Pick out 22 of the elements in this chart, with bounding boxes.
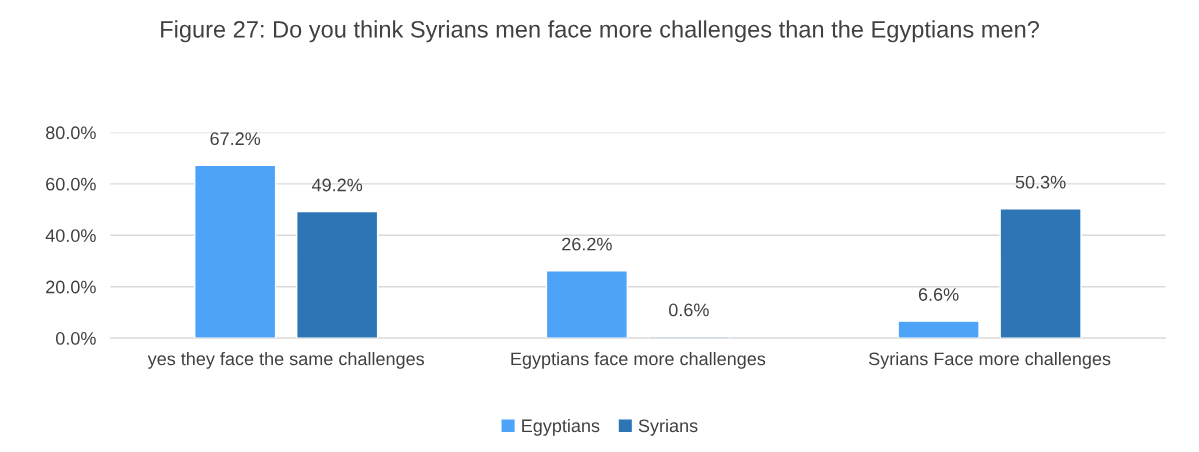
y-tick-label: 40.0% bbox=[45, 229, 96, 242]
bar bbox=[545, 270, 629, 339]
y-tick-label: 80.0% bbox=[46, 126, 96, 140]
legend-label: Egyptians bbox=[522, 418, 600, 436]
data-label: 6.6% bbox=[918, 288, 959, 301]
bar bbox=[296, 210, 379, 339]
legend-label: Syrians bbox=[638, 418, 698, 436]
bar bbox=[194, 164, 277, 339]
y-tick-label: 60.0% bbox=[46, 177, 96, 191]
data-label: 67.2% bbox=[210, 132, 261, 146]
data-label: 0.6% bbox=[668, 303, 709, 317]
data-label: 50.3% bbox=[1015, 175, 1066, 189]
chart-title: Figure 27: Do you think Syrians men face more challenges than the Egyptians men? bbox=[161, 20, 1039, 43]
data-label: 26.2% bbox=[562, 237, 612, 251]
bar bbox=[999, 208, 1082, 339]
y-tick-label: 0.0% bbox=[55, 332, 96, 345]
x-tick-label: Syrians Face more challenges bbox=[868, 351, 1111, 369]
y-tick-label: 20.0% bbox=[46, 280, 96, 294]
bar bbox=[897, 320, 980, 339]
x-tick-label: Egyptians face more challenges bbox=[511, 351, 766, 369]
data-label: 49.2% bbox=[311, 178, 363, 192]
x-tick-label: yes they face the same challenges bbox=[147, 351, 425, 369]
